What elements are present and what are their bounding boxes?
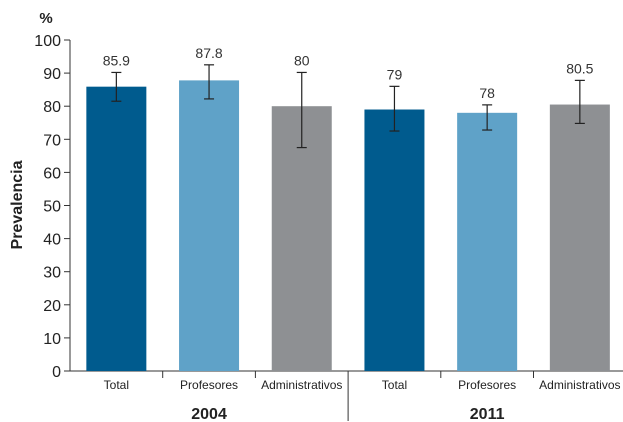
y-tick-label: 60: [43, 165, 61, 182]
y-tick-label: 0: [52, 364, 61, 381]
data-label: 80.5: [566, 60, 593, 76]
bar: [457, 112, 518, 371]
data-label: 87.8: [195, 45, 222, 61]
bar: [364, 109, 425, 371]
data-label: 80: [294, 52, 310, 68]
y-tick-label: 90: [43, 66, 61, 83]
y-axis-title: Prevalencia: [9, 160, 26, 249]
data-label: 85.9: [103, 52, 130, 68]
bar: [179, 80, 240, 371]
x-category-label: Administrativos: [261, 378, 342, 392]
x-category-label: Total: [104, 378, 129, 392]
x-category-label: Profesores: [180, 378, 238, 392]
y-tick-label: 80: [43, 99, 61, 116]
y-tick-label: 20: [43, 298, 61, 315]
axes: 0 10 20 30 40 50 60 70 80 90 100: [34, 33, 623, 421]
data-label: 79: [387, 66, 403, 82]
y-tick-label: 30: [43, 265, 61, 282]
x-category-label: Profesores: [458, 378, 516, 392]
labels: 85.9 Total 87.8 Profesores 80 Administrativos…: [103, 45, 621, 422]
bar: [86, 86, 147, 372]
x-category-label: Administrativos: [539, 378, 620, 392]
y-tick-label: 100: [34, 33, 61, 50]
y-unit-label: %: [39, 10, 52, 27]
y-tick-label: 40: [43, 232, 61, 249]
bar: [549, 104, 610, 372]
x-category-label: Total: [382, 378, 407, 392]
data-label: 78: [479, 85, 495, 101]
group-label: 2004: [191, 406, 227, 422]
group-label: 2011: [470, 406, 505, 422]
bar: [271, 106, 332, 371]
y-tick-label: 70: [43, 132, 61, 149]
bars: [86, 64, 610, 372]
y-tick-label: 10: [43, 331, 61, 348]
y-tick-label: 50: [43, 199, 61, 216]
